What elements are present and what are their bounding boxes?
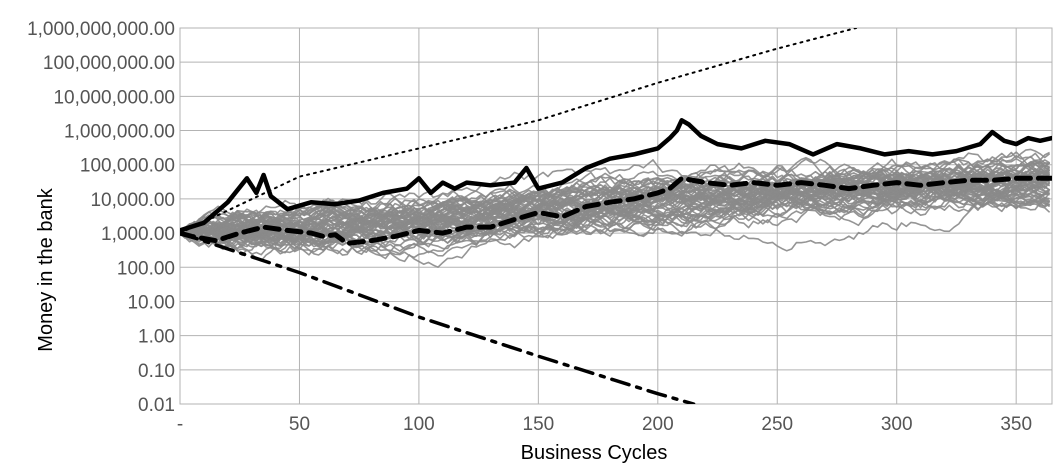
background-path: [180, 160, 1050, 256]
y-tick-label: 10.00: [127, 292, 175, 313]
y-tick-label: 1,000.00: [101, 224, 175, 245]
x-tick-label: 250: [761, 414, 793, 435]
x-tick-label: 300: [881, 414, 913, 435]
x-tick-label: -: [177, 414, 183, 435]
background-path: [180, 162, 1050, 252]
y-tick-label: 1.00: [138, 327, 175, 348]
y-tick-label: 10,000,000.00: [53, 87, 175, 108]
y-tick-label: 0.10: [138, 361, 175, 382]
series-line-dash-dot: [180, 231, 696, 404]
y-tick-label: 100,000.00: [80, 156, 175, 177]
series-line-solid-thick: [180, 118, 1052, 233]
x-tick-labels: - 50 100 150 200 250 300 350: [177, 414, 1032, 435]
x-tick-label: 150: [523, 414, 555, 435]
y-tick-label: 1,000,000,000.00: [27, 19, 175, 40]
series-line-dashed-thick: [180, 175, 1052, 246]
series-line-dotted: [180, 28, 858, 235]
y-tick-label: 100,000,000.00: [43, 53, 175, 74]
y-tick-label: 0.01: [138, 395, 175, 416]
x-tick-label: 100: [403, 414, 435, 435]
y-tick-label: 100.00: [117, 258, 175, 279]
y-tick-label: 1,000,000.00: [64, 122, 175, 143]
x-tick-label: 200: [642, 414, 674, 435]
series-lines: [180, 28, 1052, 404]
background-paths: [180, 148, 1051, 268]
background-path: [180, 185, 1050, 250]
background-path: [180, 171, 1051, 256]
x-axis-title: Business Cycles: [521, 442, 668, 464]
y-axis-title: Money in the bank: [35, 187, 57, 351]
y-tick-labels: 1,000,000,000.00 100,000,000.00 10,000,000…: [27, 19, 175, 416]
x-tick-label: 50: [289, 414, 310, 435]
y-tick-label: 10,000.00: [90, 190, 175, 211]
background-path: [180, 167, 1051, 239]
x-tick-label: 350: [1000, 414, 1032, 435]
